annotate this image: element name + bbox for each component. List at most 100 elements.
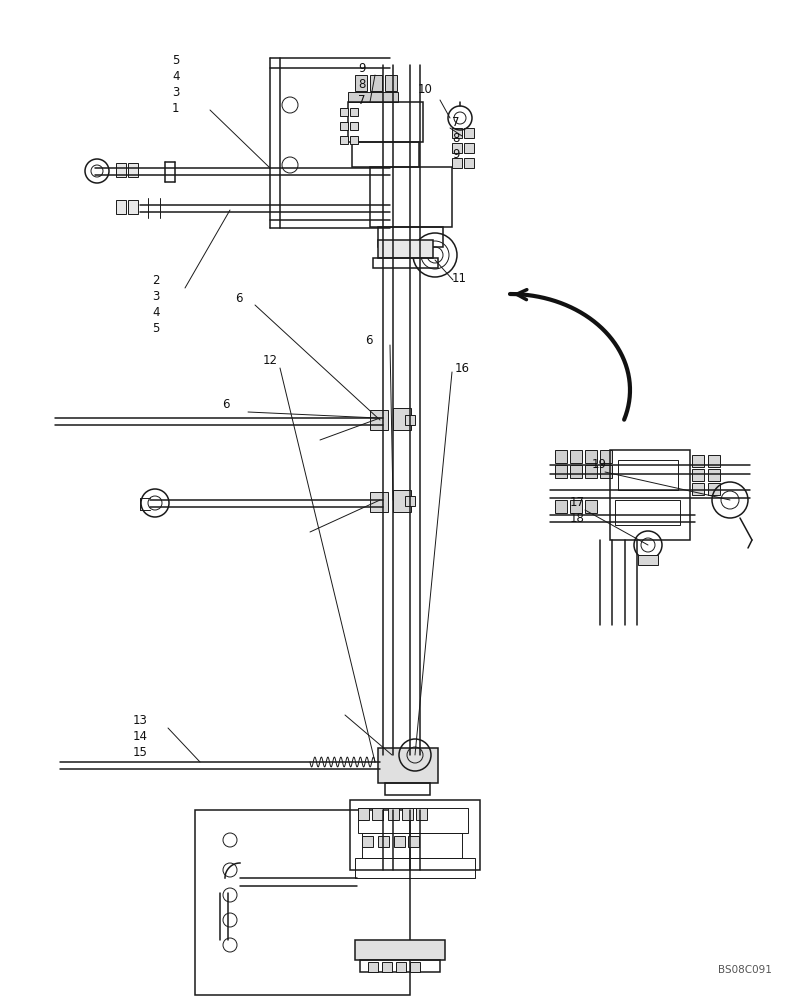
Text: 17: 17 (569, 495, 585, 508)
Bar (614, 500, 679, 525)
Bar (393, 836, 405, 847)
Bar (393, 490, 410, 512)
Bar (116, 200, 126, 214)
Bar (349, 122, 357, 130)
Bar (381, 962, 392, 972)
Text: 6: 6 (234, 292, 243, 304)
Bar (385, 783, 430, 795)
Text: 13: 13 (132, 713, 148, 726)
Bar (451, 128, 462, 138)
Text: 7: 7 (451, 116, 459, 129)
Bar (348, 92, 397, 102)
Bar (638, 555, 657, 565)
Text: BS08C091: BS08C091 (717, 965, 771, 975)
Bar (377, 836, 389, 847)
Bar (369, 167, 451, 227)
Bar (349, 800, 479, 870)
Bar (393, 408, 410, 430)
Bar (463, 143, 474, 153)
Bar (373, 258, 438, 268)
Text: 12: 12 (263, 354, 278, 366)
Bar (357, 808, 467, 833)
Bar (599, 450, 611, 463)
Bar (569, 500, 581, 513)
Bar (340, 136, 348, 144)
Bar (352, 142, 418, 167)
Text: 9: 9 (357, 62, 365, 75)
Bar (707, 483, 719, 495)
Bar (340, 122, 348, 130)
Bar (116, 163, 126, 177)
Bar (585, 450, 597, 463)
Bar (585, 465, 597, 478)
Bar (569, 465, 581, 478)
Bar (707, 455, 719, 467)
Bar (451, 143, 462, 153)
Bar (405, 415, 414, 425)
Bar (388, 808, 398, 820)
Bar (463, 128, 474, 138)
Bar (195, 810, 410, 995)
Text: 5: 5 (152, 322, 159, 334)
Text: 5: 5 (172, 54, 179, 67)
Bar (569, 450, 581, 463)
Bar (369, 492, 388, 512)
Text: 6: 6 (365, 334, 372, 347)
Text: 8: 8 (451, 132, 459, 145)
Bar (585, 500, 597, 513)
Bar (368, 962, 377, 972)
Bar (349, 136, 357, 144)
Bar (599, 465, 611, 478)
Bar (385, 75, 397, 91)
Bar (372, 808, 382, 820)
Text: 10: 10 (418, 83, 432, 96)
Text: 8: 8 (357, 78, 365, 91)
Text: 3: 3 (172, 86, 179, 99)
Bar (369, 410, 388, 430)
Bar (128, 163, 138, 177)
Bar (691, 483, 703, 495)
Bar (554, 500, 566, 513)
Text: 18: 18 (569, 512, 584, 524)
Bar (618, 460, 677, 490)
Bar (410, 962, 419, 972)
Text: 4: 4 (152, 306, 159, 318)
Bar (609, 450, 689, 540)
Bar (348, 102, 422, 142)
Bar (377, 748, 438, 783)
Text: 4: 4 (172, 70, 179, 83)
Text: 16: 16 (454, 361, 470, 374)
Bar (396, 962, 406, 972)
Bar (415, 808, 426, 820)
Bar (361, 836, 373, 847)
Bar (340, 108, 348, 116)
Bar (355, 940, 444, 960)
Bar (463, 158, 474, 168)
Bar (128, 200, 138, 214)
Bar (377, 227, 442, 247)
Bar (691, 455, 703, 467)
Text: 11: 11 (451, 271, 467, 284)
Bar (355, 858, 475, 878)
Text: 9: 9 (451, 148, 459, 161)
Bar (361, 833, 462, 858)
Bar (360, 960, 439, 972)
Bar (402, 808, 413, 820)
Bar (707, 469, 719, 481)
Bar (355, 75, 366, 91)
Text: 15: 15 (132, 745, 148, 758)
Bar (407, 836, 418, 847)
Bar (554, 450, 566, 463)
Text: 14: 14 (132, 729, 148, 742)
Text: 19: 19 (591, 458, 606, 472)
Bar (377, 240, 433, 258)
Bar (357, 808, 369, 820)
Text: 2: 2 (152, 273, 159, 286)
Bar (405, 496, 414, 506)
Text: 3: 3 (152, 290, 159, 302)
Bar (349, 108, 357, 116)
Bar (554, 465, 566, 478)
Text: 1: 1 (172, 102, 179, 115)
Bar (691, 469, 703, 481)
Text: 6: 6 (222, 398, 229, 412)
